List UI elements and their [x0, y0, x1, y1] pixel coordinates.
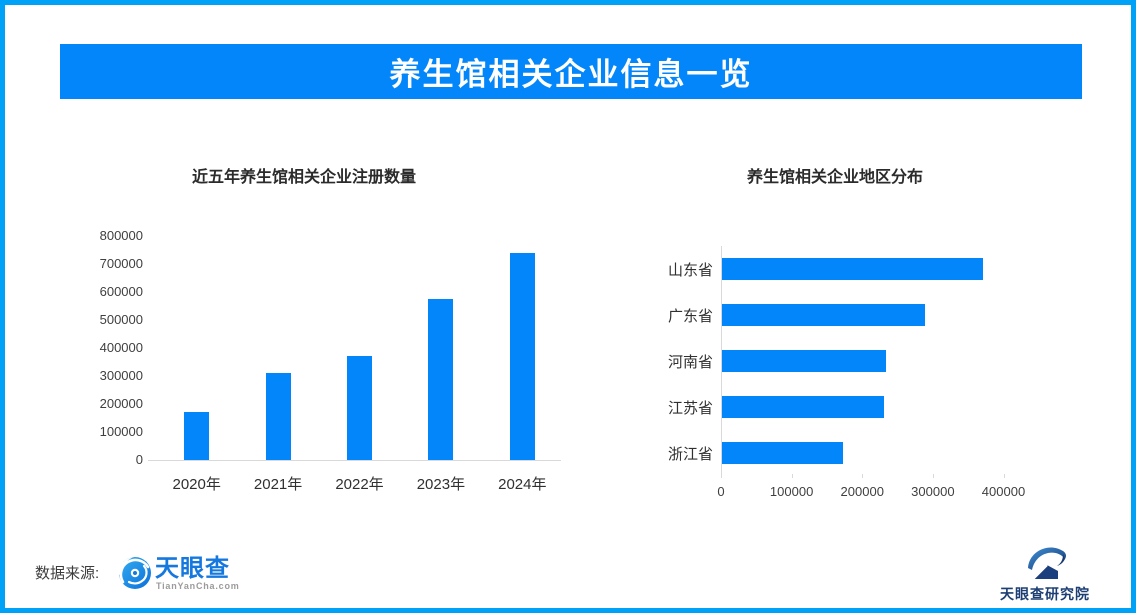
- y-tick-label: 300000: [99, 368, 143, 383]
- x-tick-label: 300000: [911, 484, 955, 499]
- y-category-label: 江苏省: [667, 400, 713, 417]
- y-tick-label: 600000: [99, 284, 143, 299]
- bar-河南省: [722, 350, 886, 372]
- bar-2024年: [509, 252, 535, 460]
- tianyancha-eye-icon: [115, 554, 153, 592]
- title-banner: 养生馆相关企业信息一览: [60, 44, 1082, 99]
- y-tick-label: 800000: [99, 228, 143, 243]
- bar-山东省: [722, 258, 984, 280]
- bar-2020年: [184, 412, 210, 460]
- bar-广东省: [722, 304, 925, 326]
- left-chart-title: 近五年养生馆相关企业注册数量: [192, 169, 417, 186]
- x-category-label: 2024年: [498, 476, 547, 493]
- y-tick-label: 0: [135, 452, 143, 467]
- x-tick-mark: [721, 474, 722, 478]
- tianyancha-wordmark: 天眼查: [155, 555, 230, 582]
- registration-bar-chart: 近五年养生馆相关企业注册数量 0 100000 200000 300000 400000…: [60, 150, 585, 510]
- region-distribution-bar-chart: 养生馆相关企业地区分布 山东省广东省河南省江苏省浙江省 0 100000 200000…: [605, 150, 1085, 510]
- bar-2021年: [265, 373, 291, 460]
- x-tick-mark: [862, 474, 864, 478]
- x-axis-line: [148, 460, 561, 461]
- y-tick-label: 700000: [99, 256, 143, 271]
- x-tick-mark: [932, 474, 934, 478]
- x-tick-label: 200000: [840, 484, 884, 499]
- y-category-label: 浙江省: [667, 446, 713, 463]
- y-category-label: 山东省: [667, 262, 713, 279]
- x-tick-mark: [791, 474, 793, 478]
- y-category-label: 河南省: [667, 354, 713, 371]
- x-tick-mark: [1003, 474, 1005, 478]
- right-chart-title: 养生馆相关企业地区分布: [747, 169, 924, 186]
- x-tick-label: 100000: [769, 484, 814, 499]
- x-tick-label: 400000: [981, 484, 1026, 499]
- y-category-label: 广东省: [667, 308, 713, 325]
- x-category-label: 2023年: [416, 476, 466, 493]
- bar-2023年: [428, 299, 454, 460]
- footer: 数据来源: 天眼查 TianYanCha.com: [5, 535, 1131, 608]
- y-axis-line: [721, 246, 722, 474]
- bar-江苏省: [722, 396, 885, 418]
- x-tick-label: 0: [717, 484, 725, 499]
- y-tick-label: 100000: [99, 424, 143, 439]
- x-category-label: 2021年: [253, 476, 303, 493]
- y-tick-label: 400000: [99, 340, 143, 355]
- bar-浙江省: [722, 442, 844, 464]
- data-source-label: 数据来源:: [35, 565, 100, 582]
- research-institute-wordmark: 天眼查研究院: [1000, 586, 1090, 602]
- y-tick-label: 500000: [99, 312, 143, 327]
- tianyancha-research-icon: [1023, 542, 1069, 582]
- x-category-label: 2020年: [172, 476, 221, 493]
- y-tick-label: 200000: [99, 396, 143, 411]
- bar-2022年: [347, 356, 372, 460]
- x-category-label: 2022年: [335, 476, 384, 493]
- page-title: 养生馆相关企业信息一览: [389, 57, 753, 92]
- tianyancha-domain: TianYanCha.com: [156, 581, 240, 591]
